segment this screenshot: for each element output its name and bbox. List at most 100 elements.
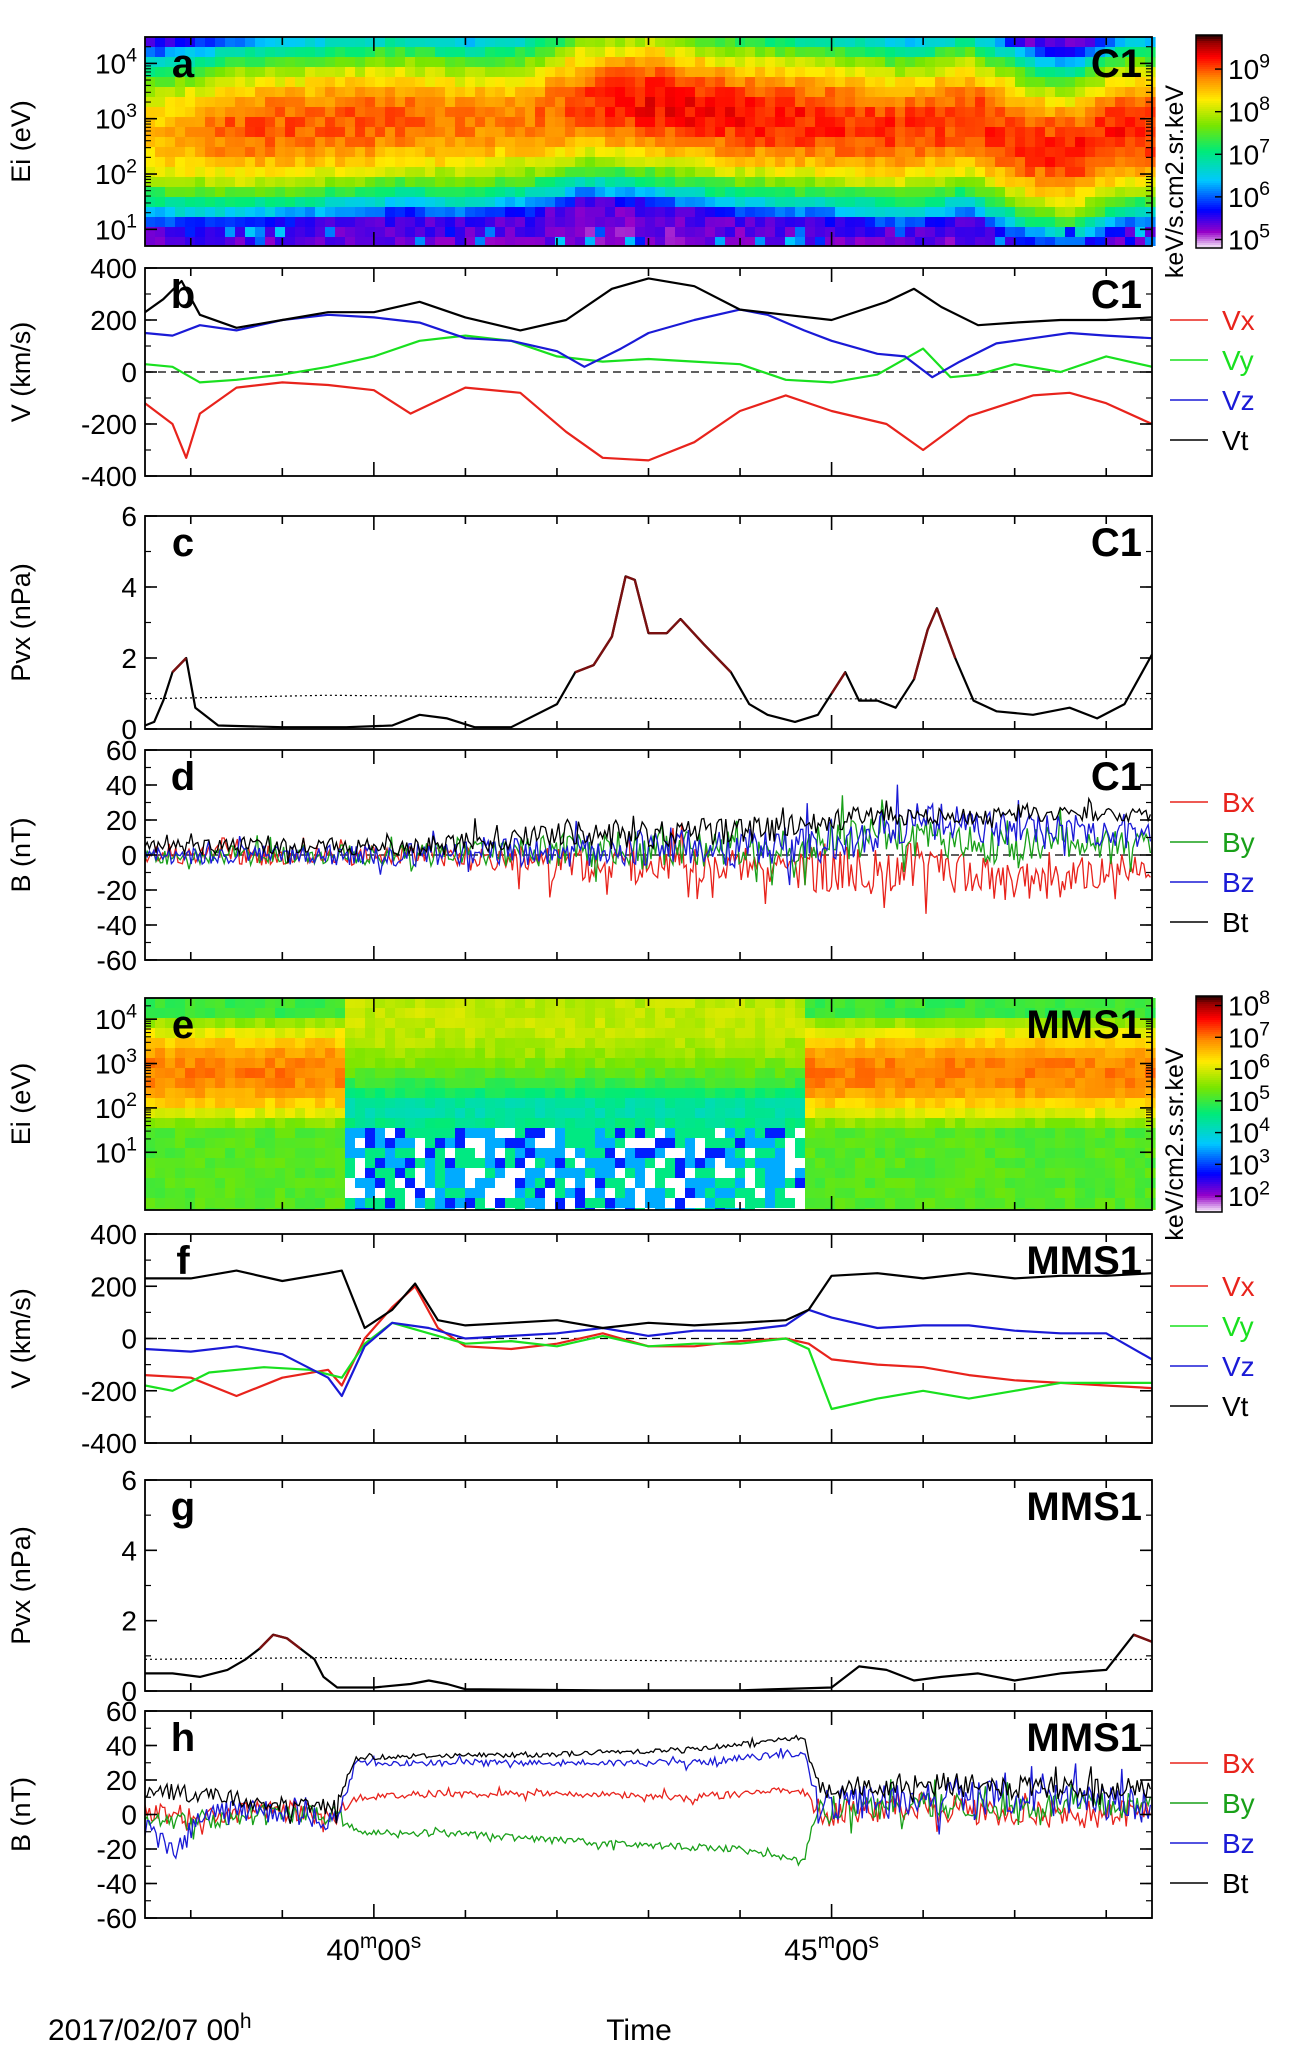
spectrogram-cell (1025, 1008, 1036, 1019)
spectrogram-cell (415, 1178, 426, 1189)
spectrogram-cell (1045, 47, 1056, 58)
spectrogram-cell (1115, 1148, 1126, 1159)
spectrogram-cell (1085, 1038, 1096, 1049)
spectrogram-cell (335, 127, 346, 138)
spectrogram-cell (255, 1198, 266, 1209)
spectrogram-cell (225, 57, 236, 68)
spectrogram-cell (405, 77, 416, 88)
spectrogram-cell (685, 57, 696, 68)
spectrogram-cell (1135, 1018, 1146, 1029)
spectrogram-cell (275, 157, 286, 168)
spectrogram-cell (335, 1058, 346, 1069)
spectrogram-cell (395, 1208, 406, 1210)
spectrogram-cell (725, 47, 736, 58)
spectrogram-cell (515, 67, 526, 78)
spectrogram-cell (935, 177, 946, 188)
spectrogram-cell (1005, 1008, 1016, 1019)
spectrogram-cell (835, 47, 846, 58)
spectrogram-cell (585, 1028, 596, 1039)
spectrogram-cell (855, 1008, 866, 1019)
spectrogram-cell (625, 197, 636, 208)
spectrogram-cell (1035, 1148, 1046, 1159)
spectrogram-cell (1055, 1068, 1066, 1079)
spectrogram-cell (755, 1038, 766, 1049)
spectrogram-cell (575, 1068, 586, 1079)
spectrogram-cell (685, 77, 696, 88)
spectrogram-cell (945, 1078, 956, 1089)
spectrogram-cell (405, 1098, 416, 1109)
spectrogram-cell (1115, 217, 1126, 228)
spectrogram-cell (1075, 1128, 1086, 1139)
spectrogram-cell (185, 227, 196, 238)
spectrogram-cell (605, 1138, 616, 1149)
spectrogram-cell (1095, 87, 1106, 98)
spectrogram-cell (515, 127, 526, 138)
colorbar-segment (1196, 175, 1222, 178)
colorbar-segment (1196, 1148, 1222, 1151)
spectrogram-cell (655, 237, 666, 246)
spectrogram-cell (675, 1018, 686, 1029)
spectrogram-cell (975, 127, 986, 138)
spectrogram-cell (155, 998, 166, 1009)
legend-label-vy: Vy (1222, 345, 1254, 376)
spectrogram-cell (425, 1128, 436, 1139)
spectrogram-cell (945, 127, 956, 138)
spectrogram-cell (815, 1118, 826, 1129)
spectrogram-cell (375, 237, 386, 246)
spectrogram-cell (225, 1058, 236, 1069)
spectrogram-cell (655, 157, 666, 168)
spectrogram-cell (145, 1088, 156, 1099)
spectrogram-cell (505, 37, 516, 48)
spectrogram-cell (1135, 1028, 1146, 1039)
spectrogram-cell (375, 157, 386, 168)
tick-label-base: 10 (95, 1049, 126, 1080)
spectrogram-cell (895, 137, 906, 148)
spectrogram-cell (375, 167, 386, 178)
spectrogram-cell (755, 1158, 766, 1169)
spectrogram-cell (1005, 57, 1016, 68)
spectrogram-cell (895, 37, 906, 48)
colorbar-segment (1196, 135, 1222, 138)
spectrogram-cell (225, 1008, 236, 1019)
spectrogram-cell (525, 217, 536, 228)
spectrogram-cell (685, 37, 696, 48)
spectrogram-cell (875, 237, 886, 246)
spectrogram-cell (355, 47, 366, 58)
spectrogram-cell (205, 1128, 216, 1139)
spectrogram-cell (815, 57, 826, 68)
spectrogram-cell (1055, 1118, 1066, 1129)
spectrogram-cell (455, 37, 466, 48)
spectrogram-cell (375, 1178, 386, 1189)
y-tick-label: 60 (106, 735, 137, 766)
spectrogram-cell (935, 1138, 946, 1149)
colorbar-segment (1196, 205, 1222, 208)
spectrogram-cell (695, 207, 706, 218)
spectrogram-cell (595, 1098, 606, 1109)
spectrogram-cell (1095, 167, 1106, 178)
spectrogram-cell (575, 1178, 586, 1189)
spectrogram-cell (495, 1048, 506, 1059)
spectrogram-cell (575, 217, 586, 228)
spectrogram-cell (875, 47, 886, 58)
spectrogram-cell (275, 1188, 286, 1199)
spectrogram-cell (705, 47, 716, 58)
spectrogram-cell (145, 1148, 156, 1159)
spectrogram-cell (565, 157, 576, 168)
spectrogram-cell (935, 237, 946, 246)
spectrogram-cell (1115, 1048, 1126, 1059)
spectrogram-cell (835, 998, 846, 1009)
spectrogram-cell (945, 1058, 956, 1069)
spectrogram-cell (575, 147, 586, 158)
spectrogram-cell (1115, 237, 1126, 246)
spectrogram-cell (925, 1038, 936, 1049)
spectrogram-cell (755, 87, 766, 98)
spectrogram-cell (1095, 137, 1106, 148)
spectrogram-cell (575, 237, 586, 246)
spectrogram-cell (285, 1038, 296, 1049)
spectrogram-cell (395, 998, 406, 1009)
spectrogram-cell (1085, 1208, 1096, 1210)
spectrogram-cell (365, 107, 376, 118)
spectrogram-cell (225, 177, 236, 188)
spectrogram-cell (935, 1208, 946, 1210)
colorbar-segment (1196, 207, 1222, 210)
